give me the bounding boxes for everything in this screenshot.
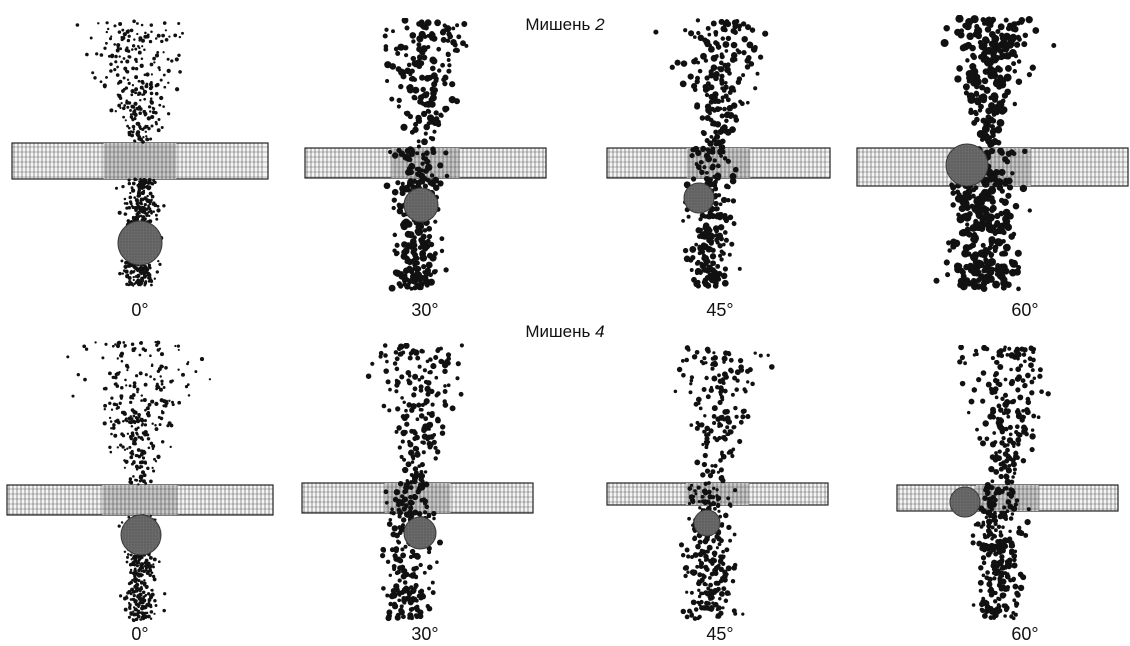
projectile: [403, 187, 439, 223]
angle-label: 30°: [411, 300, 439, 320]
title-prefix: Мишень: [525, 15, 591, 34]
debris-particles: [365, 343, 464, 622]
projectile: [693, 509, 721, 537]
angle-label: 60°: [1011, 624, 1039, 644]
panel-target2-60deg: [855, 15, 1130, 293]
target-plate: [606, 482, 829, 506]
projectile: [949, 486, 981, 518]
projectile: [120, 514, 162, 556]
simulation-image: [304, 18, 547, 292]
row-title-target-4: Мишень 4: [0, 322, 1130, 342]
projectile: [683, 182, 715, 214]
row-title-target-2: Мишень 2: [0, 15, 1130, 35]
angle-label: 0°: [131, 300, 149, 320]
debris-particles: [382, 18, 469, 292]
panel-target2-30deg: [303, 18, 548, 293]
title-number: 4: [595, 322, 605, 341]
projectile: [945, 143, 989, 187]
projectile: [403, 516, 437, 550]
simulation-image: [896, 345, 1119, 621]
debris-particles: [957, 345, 1051, 621]
simulation-image: [11, 19, 269, 287]
simulation-image: [6, 340, 274, 623]
panel-target4-0deg: [5, 340, 275, 625]
panel-target2-45deg: [605, 18, 832, 290]
simulation-image: [606, 345, 829, 621]
panel-target4-30deg: [300, 343, 535, 623]
angle-label: 60°: [1011, 300, 1039, 320]
panel-target4-45deg: [605, 345, 830, 623]
simulation-image: [856, 15, 1129, 293]
target-plate: [6, 484, 274, 516]
projectile: [117, 220, 163, 266]
angle-label: 0°: [131, 624, 149, 644]
simulation-image: [301, 343, 534, 622]
simulation-image: [606, 18, 831, 289]
panel-target4-60deg: [895, 345, 1120, 623]
angle-label: 30°: [411, 624, 439, 644]
target-plate: [11, 142, 269, 180]
title-prefix: Мишень: [525, 322, 591, 341]
angle-label: 45°: [706, 624, 734, 644]
angle-label: 45°: [706, 300, 734, 320]
debris-particles: [66, 340, 212, 623]
title-number: 2: [595, 15, 605, 34]
panel-target2-0deg: [10, 18, 270, 290]
